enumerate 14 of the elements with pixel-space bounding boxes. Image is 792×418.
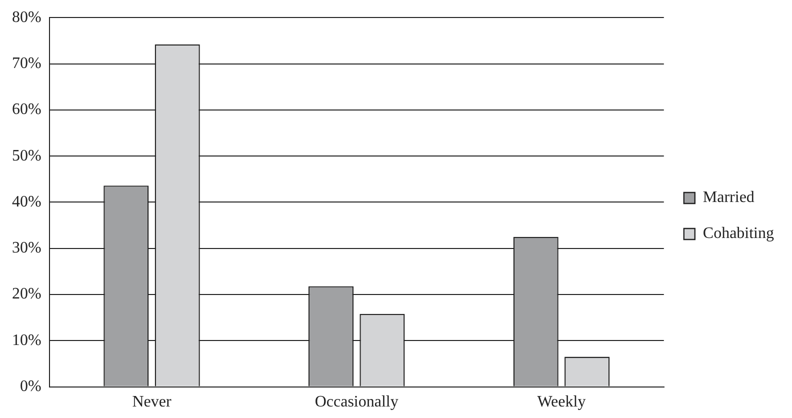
- y-tick-label: 80%: [12, 8, 42, 26]
- y-tick-label: 60%: [12, 101, 42, 118]
- y-tick-label: 70%: [12, 54, 42, 72]
- y-tick-label: 30%: [12, 240, 42, 257]
- x-tick-label: Never: [132, 394, 172, 411]
- x-tick-label: Occasionally: [314, 394, 398, 411]
- x-tick-label: Weekly: [537, 394, 586, 411]
- legend-label: Cohabiting: [702, 225, 774, 242]
- legend-label: Married: [702, 189, 754, 206]
- y-tick-label: 10%: [12, 332, 42, 349]
- y-tick-label: 0%: [20, 378, 42, 396]
- y-tick-label: 20%: [12, 286, 42, 303]
- y-tick-label: 40%: [12, 193, 42, 210]
- y-tick-label: 50%: [12, 147, 42, 164]
